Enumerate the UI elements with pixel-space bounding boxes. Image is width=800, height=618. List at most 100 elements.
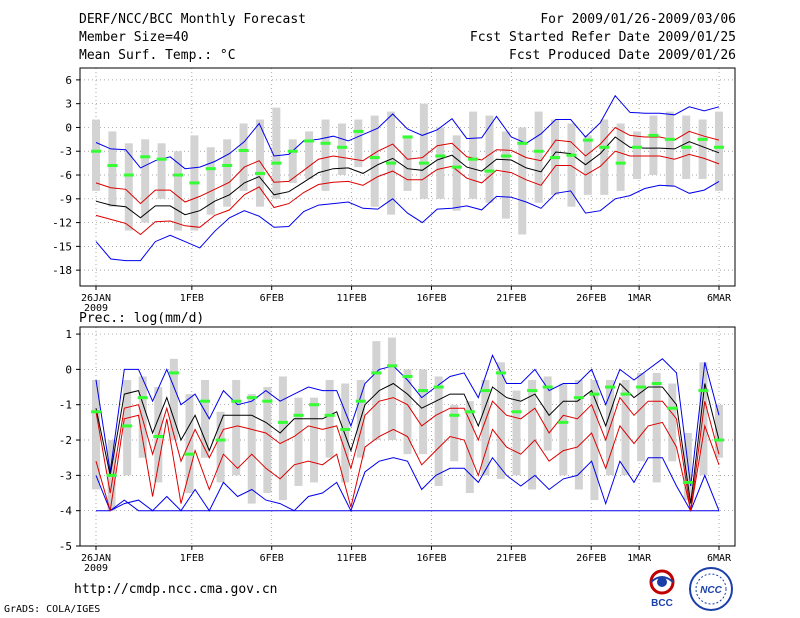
- spread-bar: [294, 397, 303, 486]
- observation-marker: [205, 167, 216, 171]
- spread-bar: [559, 383, 568, 476]
- x-tick-label: 26FEB: [576, 293, 606, 304]
- ncc-logo-text: NCC: [700, 585, 722, 596]
- spread-bar: [321, 119, 330, 191]
- x-tick-label: 1MAR: [627, 553, 652, 564]
- spread-bar: [649, 115, 658, 176]
- spread-bar: [481, 379, 490, 476]
- precip-title: Prec.: log(mm/d): [79, 311, 204, 326]
- observation-marker: [714, 145, 724, 149]
- x-tick-label: 1FEB: [180, 553, 204, 564]
- observation-marker: [451, 165, 462, 169]
- spread-bar: [325, 379, 334, 458]
- observation-marker: [636, 385, 647, 389]
- spread-bar: [668, 383, 677, 462]
- spread-bar: [124, 143, 133, 231]
- website-url[interactable]: http://cmdp.ncc.cma.gov.cn: [74, 582, 278, 597]
- spread-bar: [403, 135, 412, 191]
- y-tick-label: -1: [59, 399, 72, 412]
- series-line-lower: [95, 150, 720, 236]
- observation-marker: [123, 173, 134, 177]
- observation-marker: [304, 139, 315, 143]
- spread-bar: [173, 151, 182, 231]
- spread-bar: [652, 372, 661, 483]
- series-line-min: [95, 180, 720, 262]
- observation-marker: [254, 171, 265, 175]
- y-tick-label: -18: [52, 264, 72, 277]
- observation-marker: [172, 173, 183, 177]
- observation-marker: [682, 480, 693, 484]
- spread-bar: [715, 404, 723, 458]
- spread-bar: [518, 127, 527, 235]
- observation-marker: [667, 406, 678, 410]
- observation-marker: [324, 413, 335, 417]
- observation-marker: [336, 145, 347, 149]
- year-label: 2009: [84, 303, 108, 314]
- y-tick-label: -3: [59, 469, 72, 482]
- spread-bar: [169, 358, 178, 441]
- x-tick-label: 6MAR: [707, 293, 732, 304]
- observation-marker: [449, 413, 460, 417]
- y-tick-label: -4: [59, 505, 73, 518]
- ncc-logo: NCC: [689, 567, 733, 611]
- x-tick-label: 6FEB: [260, 553, 284, 564]
- observation-marker: [271, 161, 282, 165]
- observation-marker: [418, 161, 429, 165]
- x-tick-label: 11FEB: [337, 553, 367, 564]
- spread-bar: [715, 111, 723, 191]
- observation-marker: [189, 181, 200, 185]
- spread-bar: [419, 369, 428, 455]
- spread-bar: [288, 139, 297, 183]
- series-line-upper: [95, 126, 720, 205]
- series-line-upper: [95, 396, 720, 511]
- observation-marker: [262, 399, 273, 403]
- series-line-mean: [95, 382, 720, 504]
- observation-marker: [620, 392, 631, 396]
- x-tick-label: 26JAN: [81, 553, 111, 564]
- spread-bar: [263, 387, 272, 494]
- spread-bar: [434, 376, 443, 486]
- spread-bar: [436, 127, 445, 199]
- spread-bar: [600, 119, 609, 195]
- y-tick-label: -6: [59, 169, 72, 182]
- observation-marker: [222, 164, 233, 168]
- observation-marker: [433, 385, 444, 389]
- observation-marker: [648, 133, 659, 137]
- member-size: Member Size=40: [79, 30, 189, 45]
- observation-marker: [309, 403, 320, 407]
- x-tick-label: 26JAN: [81, 293, 111, 304]
- observation-marker: [550, 156, 561, 160]
- observation-marker: [651, 382, 662, 386]
- y-tick-label: 6: [65, 74, 72, 87]
- observation-marker: [402, 135, 413, 139]
- spread-bar: [278, 376, 287, 501]
- observation-marker: [582, 138, 593, 142]
- spread-bar: [699, 362, 708, 476]
- spread-bar: [185, 394, 194, 494]
- x-tick-label: 11FEB: [337, 293, 367, 304]
- observation-marker: [91, 410, 101, 414]
- observation-marker: [480, 389, 491, 393]
- observation-marker: [231, 399, 242, 403]
- observation-marker: [140, 155, 151, 159]
- observation-marker: [293, 413, 304, 417]
- spread-bar: [616, 123, 625, 191]
- spread-bar: [469, 111, 478, 199]
- observation-marker: [402, 374, 413, 378]
- spread-bar: [354, 119, 363, 168]
- spread-bar: [512, 390, 521, 476]
- chart-panel-1: 6 3 0 -3 -6 -9 -12 -15 -18 26JAN 1FEB 6FEB 11FEB 16FE…: [52, 67, 736, 314]
- series-line-lower: [95, 414, 720, 511]
- observation-marker: [697, 137, 708, 141]
- y-tick-label: -2: [59, 434, 72, 447]
- observation-marker: [542, 385, 553, 389]
- spread-bar: [138, 376, 147, 458]
- series-line-max: [95, 353, 720, 487]
- y-tick-label: -15: [52, 240, 72, 253]
- spread-bar: [92, 119, 100, 191]
- spread-bar: [123, 379, 132, 476]
- spread-bar: [419, 103, 428, 199]
- x-tick-label: 16FEB: [416, 553, 446, 564]
- spread-bar: [583, 135, 592, 195]
- spread-bar: [372, 341, 381, 441]
